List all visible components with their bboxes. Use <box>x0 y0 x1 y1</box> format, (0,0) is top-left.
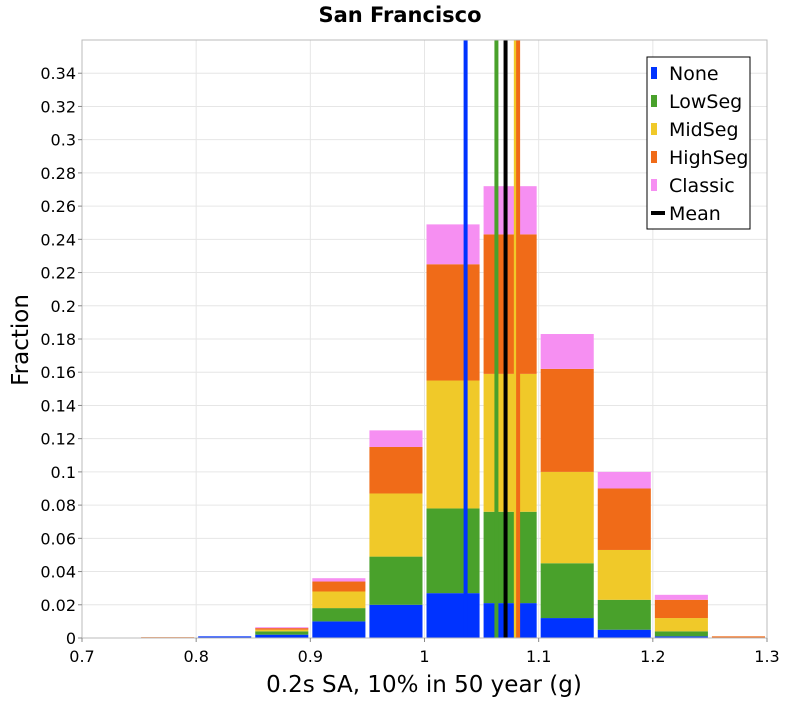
y-tick-label: 0.24 <box>40 230 76 249</box>
bar-highseg <box>711 636 765 638</box>
y-tick-label: 0.12 <box>40 430 76 449</box>
bar-highseg <box>312 581 366 592</box>
bar-midseg <box>540 471 594 564</box>
x-tick-label: 0.9 <box>298 647 323 666</box>
bar-classic <box>426 224 480 265</box>
y-tick-label: 0.3 <box>51 131 76 150</box>
y-tick-label: 0.06 <box>40 529 76 548</box>
legend-box <box>646 56 751 230</box>
bar-none <box>312 621 366 638</box>
legend-label: Mean <box>669 203 721 225</box>
bar-highseg <box>597 488 651 550</box>
bar-highseg <box>540 368 594 472</box>
x-tick-label: 1 <box>419 647 429 666</box>
bar-highseg <box>654 599 708 619</box>
bar-highseg <box>426 264 480 381</box>
bar-none <box>597 629 651 638</box>
legend: None LowSeg MidSeg HighSeg Classic Mean <box>646 56 751 230</box>
bar-classic <box>369 430 423 447</box>
legend-swatch <box>651 95 657 107</box>
legend-label: HighSeg <box>669 147 748 169</box>
bar-lowseg <box>654 631 708 637</box>
y-tick-label: 0.08 <box>40 496 76 515</box>
legend-swatch <box>651 151 657 163</box>
bar-classic <box>483 186 537 235</box>
x-tick-label: 0.7 <box>69 647 94 666</box>
bar-classic <box>540 334 594 369</box>
chart-title: San Francisco <box>318 3 481 27</box>
bar-lowseg <box>312 608 366 622</box>
x-tick-label: 1.1 <box>526 647 551 666</box>
x-tick-label: 0.8 <box>183 647 208 666</box>
y-tick-label: 0.28 <box>40 164 76 183</box>
y-tick-label: 0.1 <box>51 463 76 482</box>
legend-swatch <box>651 123 657 135</box>
bar-lowseg <box>597 599 651 630</box>
bar-none <box>540 618 594 638</box>
bar-midseg <box>255 629 309 632</box>
y-tick-label: 0.22 <box>40 264 76 283</box>
y-tick-label: 0.26 <box>40 197 76 216</box>
y-tick-label: 0.04 <box>40 563 76 582</box>
y-tick-label: 0.02 <box>40 596 76 615</box>
y-tick-label: 0.16 <box>40 363 76 382</box>
bar-midseg <box>597 549 651 600</box>
legend-label: LowSeg <box>669 91 742 113</box>
bar-none <box>369 604 423 638</box>
y-tick-label: 0.2 <box>51 297 76 316</box>
bar-classic <box>597 471 651 489</box>
bar-midseg <box>369 493 423 557</box>
bar-classic <box>654 594 708 600</box>
bar-lowseg <box>483 511 537 604</box>
bar-lowseg <box>540 563 594 619</box>
bar-midseg <box>654 618 708 632</box>
y-tick-label: 0.14 <box>40 396 76 415</box>
x-axis-ticks: 0.7 0.8 0.9 1 1.1 1.2 1.3 <box>69 638 780 666</box>
y-axis-ticks: 0 0.02 0.04 0.06 0.08 0.1 0.12 0.14 0.16 0.18 0.2 0… <box>40 64 82 648</box>
bar-highseg <box>483 234 537 374</box>
bar-lowseg <box>369 556 423 605</box>
bar-midseg <box>483 373 537 512</box>
y-tick-label: 0.32 <box>40 97 76 116</box>
bar-none <box>483 603 537 638</box>
bar-none <box>654 636 708 638</box>
bar-highseg <box>255 628 309 630</box>
legend-swatch <box>651 67 657 79</box>
legend-swatch <box>651 179 657 191</box>
bar-none <box>426 593 480 638</box>
bar-classic <box>312 578 366 582</box>
y-tick-label: 0.34 <box>40 64 76 83</box>
y-tick-label: 0 <box>66 629 76 648</box>
bar-none <box>198 636 252 638</box>
x-axis-label: 0.2s SA, 10% in 50 year (g) <box>266 672 582 698</box>
y-tick-label: 0.18 <box>40 330 76 349</box>
legend-label: Classic <box>669 175 735 197</box>
x-tick-label: 1.3 <box>754 647 779 666</box>
bar-none <box>255 634 309 638</box>
bar-lowseg <box>426 508 480 594</box>
y-axis-label: Fraction <box>8 294 34 386</box>
mean-lines-group <box>463 40 521 638</box>
x-tick-label: 1.2 <box>640 647 665 666</box>
bar-highseg <box>369 446 423 494</box>
bar-lowseg <box>255 631 309 635</box>
legend-label: None <box>669 63 719 85</box>
bar-midseg <box>312 591 366 609</box>
bar-midseg <box>426 380 480 509</box>
bar-classic <box>255 627 309 629</box>
bars-group <box>141 186 765 639</box>
legend-label: MidSeg <box>669 119 739 141</box>
